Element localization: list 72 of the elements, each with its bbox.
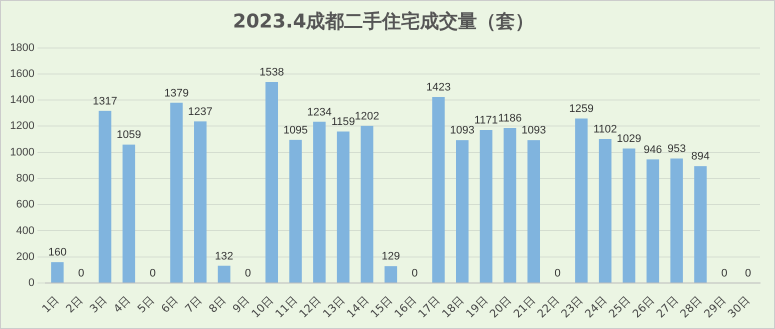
data-label: 0: [412, 268, 418, 280]
y-tick-label: 1800: [10, 42, 34, 54]
y-tick-label: 0: [28, 277, 34, 290]
data-label: 1102: [593, 124, 618, 136]
data-label: 0: [244, 268, 251, 280]
bar: [575, 118, 588, 282]
bar: [336, 132, 350, 282]
chart-title: 2023.4成都二手住宅成交量（套）: [232, 10, 534, 32]
data-label: 0: [721, 268, 728, 280]
bar: [51, 262, 64, 282]
data-label: 1538: [259, 66, 284, 79]
bar: [646, 159, 660, 282]
bar: [504, 128, 516, 282]
data-label: 1234: [307, 106, 332, 118]
data-label: 1379: [164, 87, 189, 100]
bar: [265, 82, 278, 282]
data-label: 1093: [521, 124, 546, 137]
data-label: 1202: [354, 110, 380, 122]
x-tick-label: 8日: [206, 294, 228, 316]
bar: [622, 148, 636, 282]
data-label: 1237: [188, 106, 213, 118]
data-label: 160: [48, 246, 67, 259]
bar: [384, 266, 398, 282]
bar: [98, 110, 112, 282]
data-label: 0: [78, 268, 84, 280]
y-tick-label: 1000: [10, 146, 34, 158]
data-label: 1186: [498, 112, 522, 125]
y-tick-label: 800: [16, 172, 34, 184]
data-label: 1317: [92, 95, 118, 108]
bar: [527, 140, 540, 282]
bar: [360, 126, 374, 282]
bar: [598, 139, 612, 282]
data-label: 953: [667, 143, 686, 155]
data-label: 0: [150, 268, 156, 280]
bar: [289, 140, 302, 282]
bar: [122, 144, 136, 282]
data-label: 1093: [450, 124, 475, 137]
data-label: 132: [214, 250, 234, 262]
bar: [170, 102, 183, 282]
y-tick-label: 1600: [10, 68, 34, 80]
data-label: 1171: [474, 114, 498, 127]
y-tick-label: 1200: [10, 120, 34, 132]
bar: [694, 166, 707, 282]
bar: [313, 122, 326, 282]
bar: [194, 121, 207, 282]
x-tick-label: 3日: [87, 294, 110, 316]
y-tick-label: 400: [16, 224, 34, 237]
x-tick-label: 6日: [158, 294, 181, 316]
bar: [432, 97, 445, 282]
data-label: 1423: [426, 82, 451, 94]
data-label: 1029: [616, 133, 642, 146]
x-tick-label: 4日: [111, 294, 133, 316]
data-label: 1095: [283, 124, 308, 136]
data-label: 0: [745, 268, 752, 280]
bar: [480, 130, 492, 282]
bar: [218, 266, 230, 282]
data-label: 0: [554, 268, 561, 280]
bar: [456, 140, 469, 282]
data-label: 129: [382, 250, 400, 263]
data-label: 946: [644, 144, 662, 156]
data-label: 1159: [331, 116, 356, 128]
y-tick-label: 1400: [10, 94, 34, 106]
x-tick-label: 7日: [182, 294, 204, 316]
bar: [670, 158, 683, 282]
data-label: 1259: [569, 103, 594, 116]
data-label: 1059: [116, 129, 142, 142]
y-tick-label: 200: [16, 250, 34, 263]
data-label: 894: [691, 150, 710, 163]
x-tick-label: 2日: [63, 294, 86, 316]
x-tick-label: 5日: [134, 294, 157, 316]
y-tick-label: 600: [16, 198, 34, 211]
x-tick-label: 1日: [40, 294, 62, 316]
